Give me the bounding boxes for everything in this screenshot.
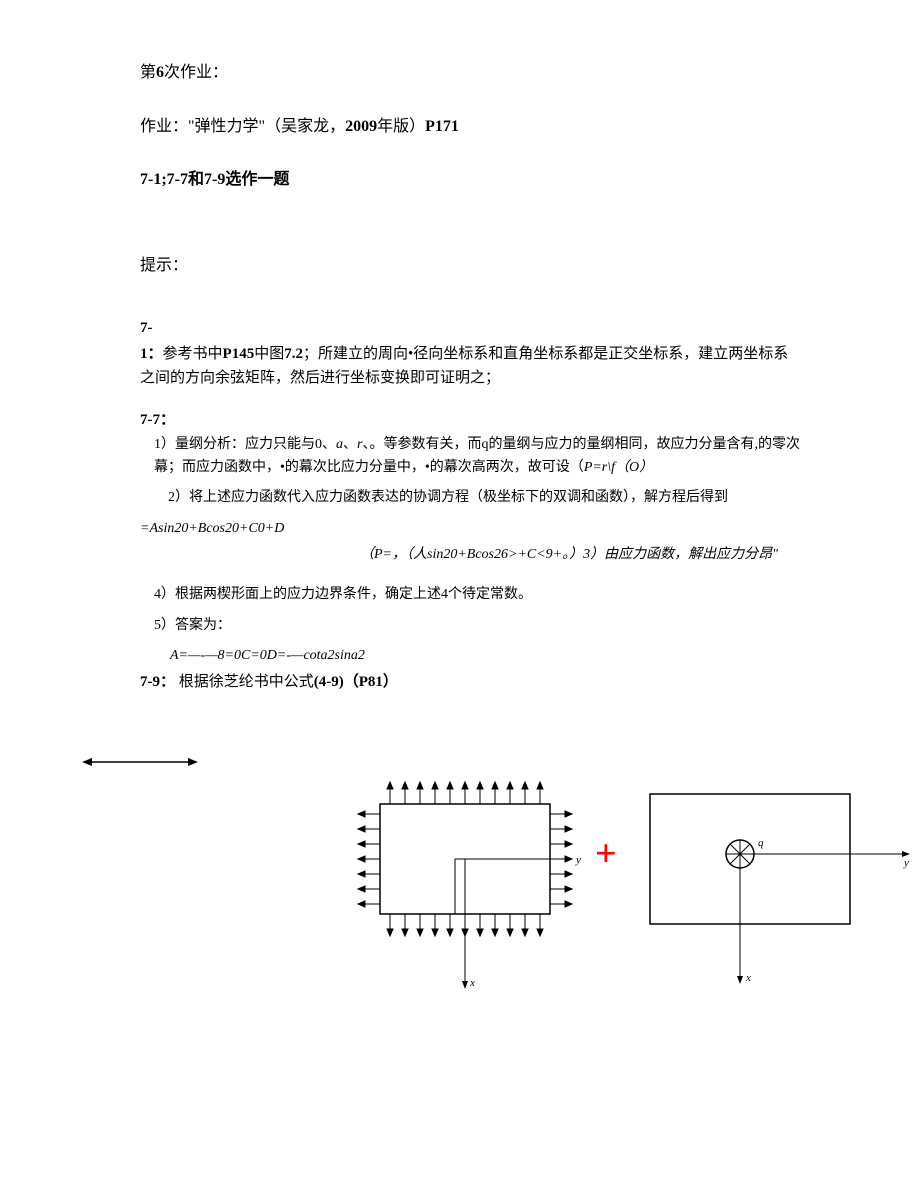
- p77-item-1: 1）量纲分析：应力只能与0、a、r、。等参数有关，而q的量纲与应力的量纲相同，故…: [140, 434, 800, 479]
- p71-ref: P145: [223, 346, 255, 362]
- p77-2-text: 2）将上述应力函数代入应力函数表达的协调方程（极坐标下的双调和函数），解方程后得…: [168, 490, 728, 505]
- subtitle-suffix: 年版）: [377, 118, 425, 135]
- p71-text2: 中图: [254, 346, 284, 362]
- p77-1-mid: 、: [343, 437, 357, 452]
- diagram-area: x y + q y x: [140, 744, 800, 1004]
- p71-ref2: 7.2: [284, 346, 303, 362]
- p77-answer: A=—-—8=0C=0D=-—cota2sina2: [140, 645, 800, 667]
- plus-icon: +: [595, 824, 617, 885]
- axis-x-label-r: x: [745, 972, 751, 984]
- q-label: q: [758, 837, 764, 849]
- section-7-1-head: 7-: [140, 316, 800, 340]
- title-num: 6: [156, 64, 164, 81]
- p71-num: 1：: [140, 346, 163, 362]
- problem-list: 7-1;7-7和7-9选作一题: [140, 167, 800, 193]
- section-7-9: 7-9： 根据徐芝纶书中公式(4-9)（P81）: [140, 670, 800, 694]
- section-7-1-body: 1：参考书中P145中图7.2；所建立的周向•径向坐标系和直角坐标系都是正交坐标…: [140, 342, 800, 390]
- axis-y-label: y: [575, 854, 581, 866]
- p77-1-formula: P=r\f（O）: [584, 460, 653, 475]
- axis-x-label: x: [469, 977, 475, 989]
- double-arrow-icon: [80, 752, 200, 772]
- section-7-7-head: 7-7：: [140, 408, 800, 432]
- axis-y-label-r: y: [903, 857, 909, 869]
- homework-title: 第6次作业：: [140, 60, 800, 86]
- subtitle-text: 作业："弹性力学"（吴家龙，: [140, 118, 345, 135]
- p77-1-a: a: [336, 437, 343, 452]
- diagram-left-plate: x y: [340, 764, 590, 994]
- subtitle-year: 2009: [345, 118, 377, 135]
- p77-formula-center: （P=，（人sin20+Bcos26>+C<9+。）3）由应力函数，解出应力分昂…: [140, 544, 800, 566]
- p77-1-text: 1）量纲分析：应力只能与0、: [154, 437, 336, 452]
- diagram-right-plate: q y x: [640, 784, 920, 994]
- homework-subtitle: 作业："弹性力学"（吴家龙，2009年版）P171: [140, 114, 800, 140]
- p77-item-4: 4）根据两楔形面上的应力边界条件，确定上述4个待定常数。: [140, 584, 800, 606]
- hint-label: 提示：: [140, 253, 800, 279]
- p79-head: 7-9：: [140, 674, 175, 690]
- p77-formula-2: =Asin20+Bcos20+C0+D: [140, 518, 800, 540]
- p77-item-5: 5）答案为：: [140, 615, 800, 637]
- p79-ref: (4-9)（P81）: [314, 674, 398, 690]
- subtitle-page: P171: [425, 118, 459, 135]
- title-suffix: 次作业：: [164, 64, 228, 81]
- p79-text: 根据徐芝纶书中公式: [175, 674, 314, 690]
- title-prefix: 第: [140, 64, 156, 81]
- p71-text: 参考书中: [163, 346, 223, 362]
- p77-item-2: 2）将上述应力函数代入应力函数表达的协调方程（极坐标下的双调和函数），解方程后得…: [140, 487, 800, 509]
